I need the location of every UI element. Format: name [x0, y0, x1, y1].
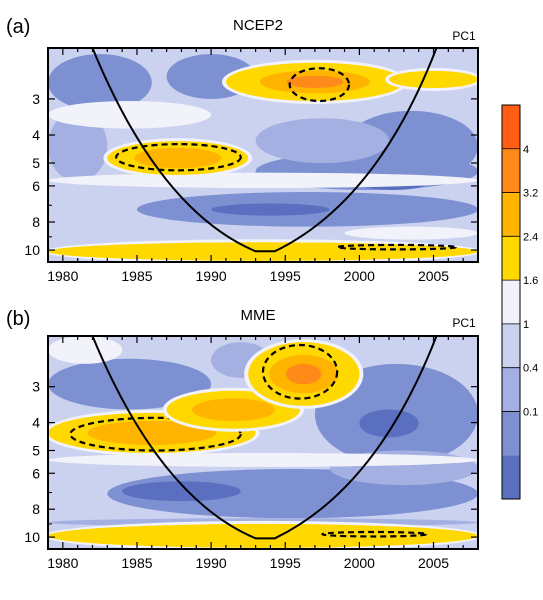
y-tick-label: 8: [32, 501, 40, 517]
high-power-core: [134, 147, 222, 169]
colorbar-swatch: [502, 192, 520, 237]
colorbar-swatch: [502, 236, 520, 281]
high-power-region: [48, 523, 478, 548]
y-tick-label: 6: [32, 178, 40, 194]
y-tick-label: 8: [32, 214, 40, 230]
x-tick-label: 1980: [47, 555, 78, 571]
low-value-region: [359, 409, 419, 438]
y-tick-label: 10: [24, 529, 40, 545]
transition-region: [344, 226, 478, 240]
colorbar-swatch: [502, 411, 520, 456]
colorbar-tick-label: 3.2: [523, 188, 538, 200]
colorbar-tick-label: 1.6: [523, 275, 538, 287]
colorbar-frame: [501, 104, 521, 500]
significance-contour: [336, 243, 457, 251]
low-value-region: [48, 54, 152, 111]
heatmap-plot-area: [48, 48, 478, 262]
y-tick-label: 10: [24, 242, 40, 258]
corner-label-pc1-a: PC1: [452, 29, 476, 43]
x-tick-label: 2005: [418, 268, 449, 284]
colorbar-swatch: [502, 323, 520, 368]
y-tick-label: 3: [32, 91, 40, 107]
colorbar-tick-label: 2.4: [523, 231, 538, 243]
y-tick-label: 4: [32, 127, 40, 143]
high-power-region: [389, 70, 478, 88]
low-value-region: [255, 118, 390, 164]
low-value-region: [211, 203, 330, 216]
x-tick-label: 1985: [121, 555, 152, 571]
panel-title-ncep2: NCEP2: [233, 17, 283, 34]
y-tick-label: 4: [32, 415, 40, 431]
colorbar-tick-label: 4: [523, 144, 529, 156]
low-value-region: [48, 358, 212, 410]
x-tick-label: 2000: [344, 555, 375, 571]
x-tick-label: 1985: [121, 268, 152, 284]
panel-label-b: (b): [6, 308, 30, 330]
colorbar-tick-label: 0.1: [523, 406, 538, 418]
peak-power-core: [285, 363, 322, 385]
low-value-region: [122, 481, 241, 502]
significance-contour: [115, 142, 242, 172]
cone-of-influence: [48, 336, 438, 540]
x-tick-label: 2000: [344, 268, 375, 284]
colorbar-swatch: [502, 280, 520, 324]
peak-power-core: [286, 75, 344, 88]
colorbar-swatch: [502, 148, 520, 193]
plot-frame: [47, 47, 479, 263]
colorbar: 4 3.2 2.4 1.6 1 0.4 0.1: [501, 104, 538, 500]
high-power-core: [87, 420, 217, 445]
x-tick-label: 2005: [418, 555, 449, 571]
x-tick-label: 1990: [196, 268, 227, 284]
transition-region: [48, 452, 478, 467]
x-tick-label: 1980: [47, 268, 78, 284]
significance-contour: [321, 530, 428, 538]
colorbar-tick-label: 0.4: [523, 363, 538, 375]
significance-contour: [288, 67, 351, 103]
plot-frame: [47, 335, 479, 550]
colorbar-tick-label: 1: [523, 319, 529, 331]
heatmap-plot-area: [48, 336, 478, 549]
y-tick-label: 6: [32, 465, 40, 481]
x-tick-label: 1995: [270, 555, 301, 571]
significance-contour: [69, 416, 242, 452]
colorbar-swatch: [502, 105, 520, 149]
colorbar-swatch: [502, 367, 520, 412]
transition-region: [48, 172, 478, 188]
x-tick-label: 1995: [270, 268, 301, 284]
corner-label-pc1-b: PC1: [452, 316, 476, 330]
low-value-region: [48, 110, 108, 182]
colorbar-swatch: [502, 455, 520, 499]
x-tick-label: 1990: [196, 555, 227, 571]
panel-label-a: (a): [6, 16, 30, 38]
panel-mme: (b) MME PC1 1980 1985 1990 1995 2000 2005 3 4 5 6…: [6, 307, 479, 571]
y-tick-label: 3: [32, 379, 40, 395]
high-power-core: [191, 398, 275, 422]
y-tick-label: 5: [32, 442, 40, 458]
y-tick-label: 5: [32, 155, 40, 171]
transition-region: [48, 336, 123, 364]
significance-contour: [261, 343, 339, 400]
panel-title-mme: MME: [241, 307, 276, 324]
cone-of-influence: [48, 48, 438, 253]
transition-region: [48, 100, 212, 129]
panel-ncep2: (a) NCEP2 PC1 1980 1985 1990 1995 2000 2005 3 4…: [6, 16, 479, 284]
